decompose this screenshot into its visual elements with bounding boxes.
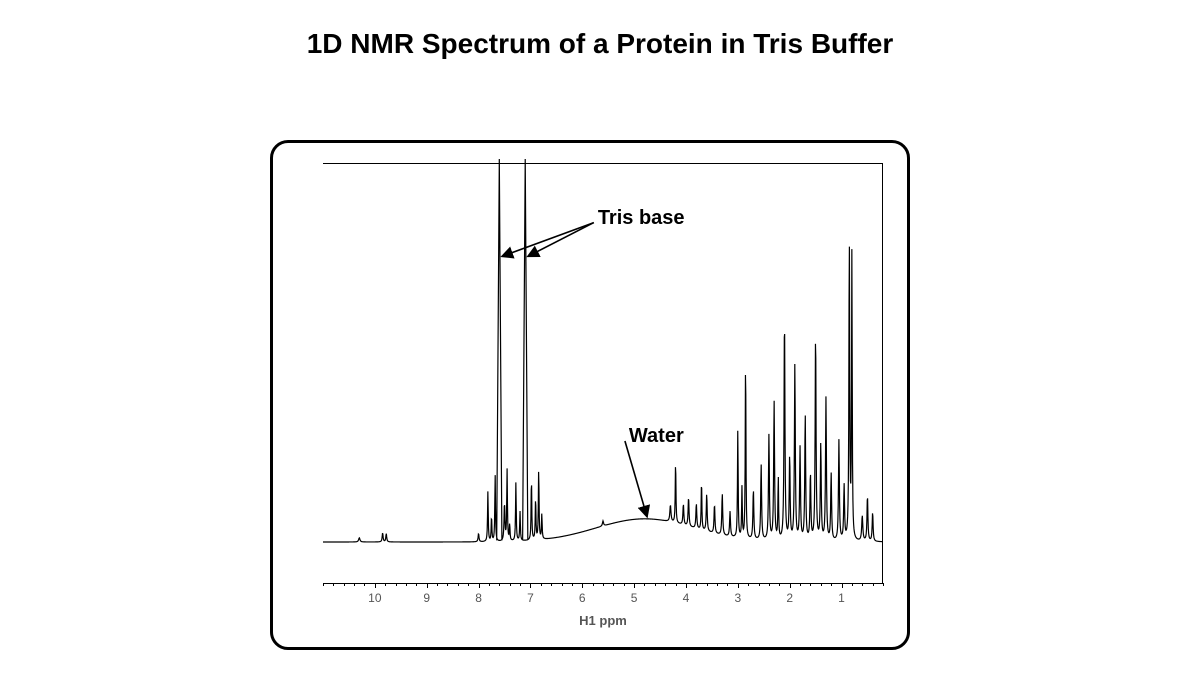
x-tick-minor: [344, 583, 345, 586]
x-tick: [790, 583, 791, 588]
x-tick: [686, 583, 687, 588]
x-tick-minor: [364, 583, 365, 586]
x-tick-minor: [593, 583, 594, 586]
x-tick-minor: [759, 583, 760, 586]
x-tick-minor: [862, 583, 863, 586]
annotation-label: Water: [629, 425, 684, 448]
x-tick-minor: [810, 583, 811, 586]
x-tick-minor: [603, 583, 604, 586]
x-tick-minor: [821, 583, 822, 586]
x-tick-minor: [655, 583, 656, 586]
x-tick-label: 9: [423, 591, 430, 605]
x-tick-minor: [396, 583, 397, 586]
x-tick-minor: [707, 583, 708, 586]
plot-area: Tris base Water: [323, 163, 883, 583]
x-tick: [634, 583, 635, 588]
x-tick-minor: [416, 583, 417, 586]
x-tick: [738, 583, 739, 588]
x-tick-minor: [437, 583, 438, 586]
x-tick: [530, 583, 531, 588]
x-tick-minor: [769, 583, 770, 586]
x-tick-label: 10: [368, 591, 381, 605]
x-tick-label: 5: [631, 591, 638, 605]
x-tick-minor: [727, 583, 728, 586]
x-tick-minor: [613, 583, 614, 586]
x-tick-minor: [489, 583, 490, 586]
x-tick-label: 8: [475, 591, 482, 605]
x-tick-minor: [676, 583, 677, 586]
x-tick-minor: [624, 583, 625, 586]
chart-frame: Tris base Water 10 9 8 7 6 5 4 3 2 1 H1 ppm: [270, 140, 910, 650]
x-tick-minor: [385, 583, 386, 586]
x-tick-minor: [406, 583, 407, 586]
x-tick-minor: [458, 583, 459, 586]
x-tick-minor: [510, 583, 511, 586]
x-tick-minor: [572, 583, 573, 586]
x-tick-minor: [354, 583, 355, 586]
x-tick-minor: [779, 583, 780, 586]
annotation-label: Tris base: [598, 207, 685, 230]
page: 1D NMR Spectrum of a Protein in Tris Buf…: [0, 0, 1200, 697]
x-tick-minor: [800, 583, 801, 586]
x-tick-label: 2: [786, 591, 793, 605]
x-tick-minor: [873, 583, 874, 586]
x-tick-minor: [499, 583, 500, 586]
x-tick-label: 3: [734, 591, 741, 605]
x-tick: [479, 583, 480, 588]
x-tick: [582, 583, 583, 588]
x-tick-minor: [447, 583, 448, 586]
x-tick-minor: [520, 583, 521, 586]
x-tick-minor: [323, 583, 324, 586]
x-tick-minor: [541, 583, 542, 586]
page-title: 1D NMR Spectrum of a Protein in Tris Buf…: [0, 28, 1200, 60]
x-tick-minor: [852, 583, 853, 586]
x-tick-minor: [665, 583, 666, 586]
x-tick-minor: [333, 583, 334, 586]
x-tick-minor: [717, 583, 718, 586]
x-tick-minor: [831, 583, 832, 586]
x-tick-minor: [562, 583, 563, 586]
x-tick: [375, 583, 376, 588]
x-axis: 10 9 8 7 6 5 4 3 2 1: [323, 583, 883, 613]
x-tick-label: 4: [683, 591, 690, 605]
x-tick-label: 6: [579, 591, 586, 605]
x-axis-label: H1 ppm: [323, 613, 883, 628]
x-tick-label: 1: [838, 591, 845, 605]
x-tick: [842, 583, 843, 588]
x-tick-label: 7: [527, 591, 534, 605]
x-tick-minor: [644, 583, 645, 586]
x-tick-minor: [748, 583, 749, 586]
x-tick-minor: [551, 583, 552, 586]
x-tick: [427, 583, 428, 588]
x-tick-minor: [468, 583, 469, 586]
x-tick-minor: [883, 583, 884, 586]
x-tick-minor: [696, 583, 697, 586]
